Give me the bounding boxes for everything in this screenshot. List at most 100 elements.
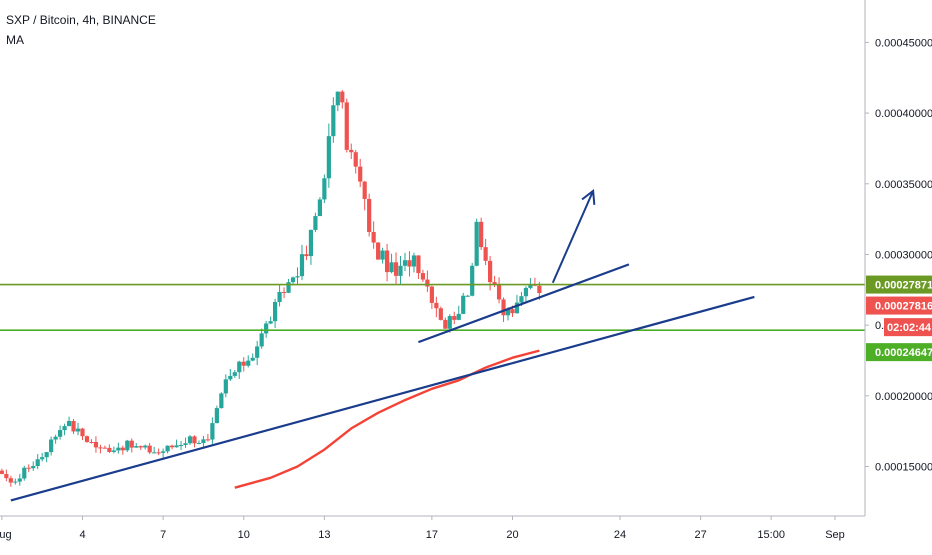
candle-body — [438, 308, 443, 320]
candle-body — [483, 247, 488, 261]
candle-body — [89, 441, 94, 443]
x-tick-label: 27 — [695, 529, 707, 541]
candle-body — [407, 260, 412, 267]
candle-body — [237, 361, 242, 373]
candle-body — [80, 428, 85, 437]
x-tick-label: 20 — [506, 529, 518, 541]
candle-body — [434, 302, 439, 309]
candle-body — [496, 284, 502, 300]
candle-body — [322, 178, 327, 200]
candle-body — [273, 301, 278, 322]
x-tick-label: Aug — [0, 529, 12, 541]
candle-body — [147, 445, 152, 453]
candle-body — [519, 296, 524, 303]
candle-body — [250, 357, 255, 361]
indicator-label: MA — [6, 33, 24, 47]
candle-body — [129, 440, 134, 448]
candle-body — [456, 313, 461, 320]
candle-body — [362, 181, 367, 199]
candle-body — [192, 436, 197, 444]
y-tick-label: 0.00045000 — [875, 37, 932, 49]
candle-body — [452, 316, 457, 320]
time-axis-bg — [0, 516, 932, 550]
candle-body — [313, 216, 318, 230]
candle-body — [205, 439, 211, 441]
candle-body — [219, 393, 224, 409]
arrow-head — [581, 188, 596, 205]
candle-body — [443, 319, 448, 329]
candle-body — [277, 291, 282, 302]
candle-body — [120, 447, 125, 451]
candle-body — [169, 445, 175, 448]
candle-body — [58, 430, 63, 437]
y-tick-label: 0.00035000 — [875, 179, 932, 191]
candle-body — [156, 452, 161, 454]
chart-legend: SXP / Bitcoin, 4h, BINANCE MA — [6, 10, 156, 50]
candle-body — [201, 439, 206, 444]
candle-body — [367, 198, 372, 232]
x-tick-label: 15:00 — [757, 529, 785, 541]
candle-body — [420, 273, 426, 280]
candle-body — [196, 443, 202, 445]
candle-body — [31, 466, 36, 469]
moving-average-line — [234, 349, 540, 489]
candle-body — [13, 481, 18, 483]
candle-body — [165, 445, 170, 452]
candle-body — [246, 360, 251, 366]
candle-body — [264, 323, 269, 334]
candle-body — [510, 309, 515, 314]
candle-body — [111, 450, 116, 452]
candle-body — [447, 316, 452, 329]
candle-body — [187, 436, 193, 444]
candle-body — [259, 333, 264, 347]
level-price-tag: 0.00027871 — [875, 280, 932, 292]
candle-body — [49, 439, 54, 453]
candle-body — [44, 452, 49, 458]
candle-body — [416, 255, 421, 274]
candle-body — [93, 441, 99, 448]
x-tick-label: 10 — [238, 529, 250, 541]
x-tick-label: 17 — [426, 529, 438, 541]
candle-body — [40, 457, 45, 460]
chart-title: SXP / Bitcoin, 4h, BINANCE — [6, 13, 156, 27]
candle-body — [26, 467, 31, 469]
candle-body — [62, 426, 67, 431]
candle-body — [174, 445, 179, 448]
candle-body — [66, 420, 72, 427]
candle-body — [228, 375, 233, 380]
price-axis-bg — [865, 0, 932, 550]
candle-body — [286, 282, 291, 293]
x-tick-label: 24 — [614, 529, 626, 541]
y-tick-label: 0.00030000 — [875, 249, 932, 261]
candle-body — [8, 478, 13, 483]
candle-body — [429, 286, 434, 303]
candle-body — [22, 467, 27, 479]
candle-body — [371, 231, 376, 243]
candle-body — [380, 250, 385, 260]
candle-body — [528, 284, 533, 288]
candle-body — [268, 321, 273, 324]
candle-body — [331, 105, 336, 137]
last-price-tag: 0.00027816 — [875, 301, 932, 313]
candle-body — [299, 254, 305, 277]
candle-body — [107, 447, 112, 452]
y-tick-label: 0.00015000 — [875, 462, 932, 474]
candle-body — [102, 447, 107, 449]
x-tick-label: 4 — [79, 529, 85, 541]
candle-body — [138, 446, 143, 448]
last-price-tag-bg — [866, 296, 932, 315]
candle-body — [335, 91, 340, 106]
candle-body — [461, 295, 466, 314]
candle-body — [470, 265, 475, 296]
x-tick-label: 7 — [160, 529, 166, 541]
level-price-tag-2-bg — [866, 343, 932, 362]
candle-body — [523, 287, 529, 297]
candle-body — [232, 372, 237, 376]
candle-body — [479, 221, 484, 248]
candle-body — [116, 447, 121, 451]
candle-body — [255, 346, 260, 358]
countdown-tag: 02:02:44 — [887, 322, 932, 334]
